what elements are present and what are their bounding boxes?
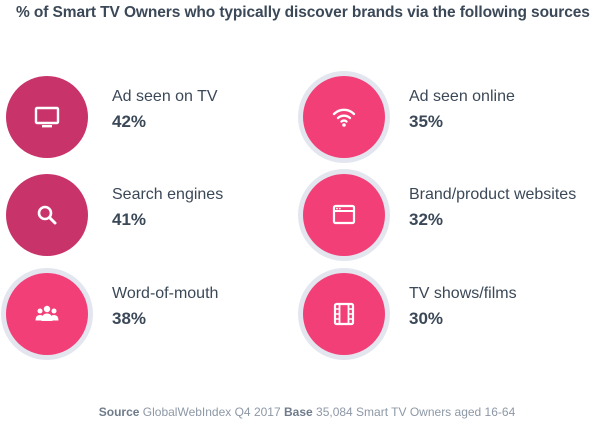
stat-value: 41% xyxy=(112,210,147,229)
stat-value: 42% xyxy=(112,112,147,131)
stat-label: Search engines xyxy=(112,186,224,203)
chart-title: % of Smart TV Owners who typically disco… xyxy=(16,4,590,21)
stat-label: Ad seen online xyxy=(409,88,515,105)
stat-item-search-engines: Search engines 41% xyxy=(6,174,306,264)
search-icon xyxy=(37,205,57,225)
source-text: GlobalWebIndex Q4 2017 xyxy=(142,405,281,419)
stat-circle xyxy=(303,76,385,158)
stat-circle xyxy=(6,174,88,256)
stat-circle xyxy=(303,174,385,256)
stat-item-tv-shows-films: TV shows/films 30% xyxy=(303,273,603,363)
browser-window-icon xyxy=(332,204,356,225)
wifi-icon xyxy=(332,108,356,127)
stat-item-word-of-mouth: Word-of-mouth 38% xyxy=(6,273,306,363)
stat-label: TV shows/films xyxy=(409,285,517,302)
stat-label: Ad seen on TV xyxy=(112,88,218,105)
tv-icon xyxy=(34,106,60,128)
stat-value: 30% xyxy=(409,309,444,328)
stat-circle xyxy=(6,76,88,158)
stat-item-brand-product-websites: Brand/product websites 32% xyxy=(303,174,603,264)
base-text: 35,084 Smart TV Owners aged 16-64 xyxy=(316,405,516,419)
people-group-icon xyxy=(35,305,59,321)
film-strip-icon xyxy=(333,302,355,326)
stat-value: 38% xyxy=(112,309,147,328)
stat-circle xyxy=(303,273,385,355)
stat-value: 32% xyxy=(409,210,444,229)
source-label: Source xyxy=(98,405,140,419)
stat-value: 35% xyxy=(409,112,444,131)
base-label: Base xyxy=(283,405,313,419)
source-footer: Source GlobalWebIndex Q4 2017 Base 35,08… xyxy=(0,405,614,419)
stat-item-ad-seen-on-tv: Ad seen on TV 42% xyxy=(6,76,306,166)
stat-circle xyxy=(6,273,88,355)
stat-item-ad-seen-online: Ad seen online 35% xyxy=(303,76,603,166)
stat-label: Word-of-mouth xyxy=(112,285,219,302)
stat-label: Brand/product websites xyxy=(409,186,577,203)
